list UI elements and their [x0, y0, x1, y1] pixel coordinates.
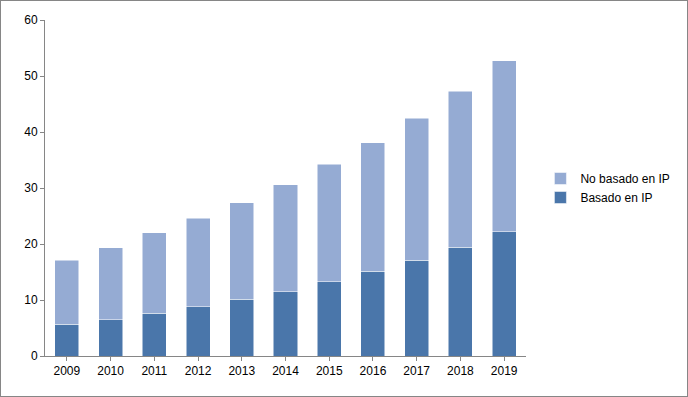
svg-text:2018: 2018: [447, 364, 474, 378]
svg-text:2017: 2017: [403, 364, 430, 378]
svg-text:60: 60: [24, 13, 38, 27]
svg-text:Basado en IP: Basado en IP: [580, 191, 652, 205]
svg-text:0: 0: [31, 349, 38, 363]
svg-text:2015: 2015: [316, 364, 343, 378]
svg-text:2011: 2011: [141, 364, 167, 378]
svg-text:20: 20: [24, 237, 38, 251]
svg-text:2010: 2010: [97, 364, 124, 378]
svg-text:30: 30: [24, 181, 38, 195]
svg-text:2016: 2016: [360, 364, 387, 378]
svg-text:2012: 2012: [185, 364, 212, 378]
svg-text:2019: 2019: [491, 364, 518, 378]
svg-text:40: 40: [24, 125, 38, 139]
svg-text:2009: 2009: [54, 364, 81, 378]
svg-text:50: 50: [24, 69, 38, 83]
svg-text:10: 10: [24, 293, 38, 307]
svg-text:No basado en IP: No basado en IP: [580, 172, 669, 186]
svg-text:2013: 2013: [228, 364, 255, 378]
svg-text:2014: 2014: [272, 364, 299, 378]
